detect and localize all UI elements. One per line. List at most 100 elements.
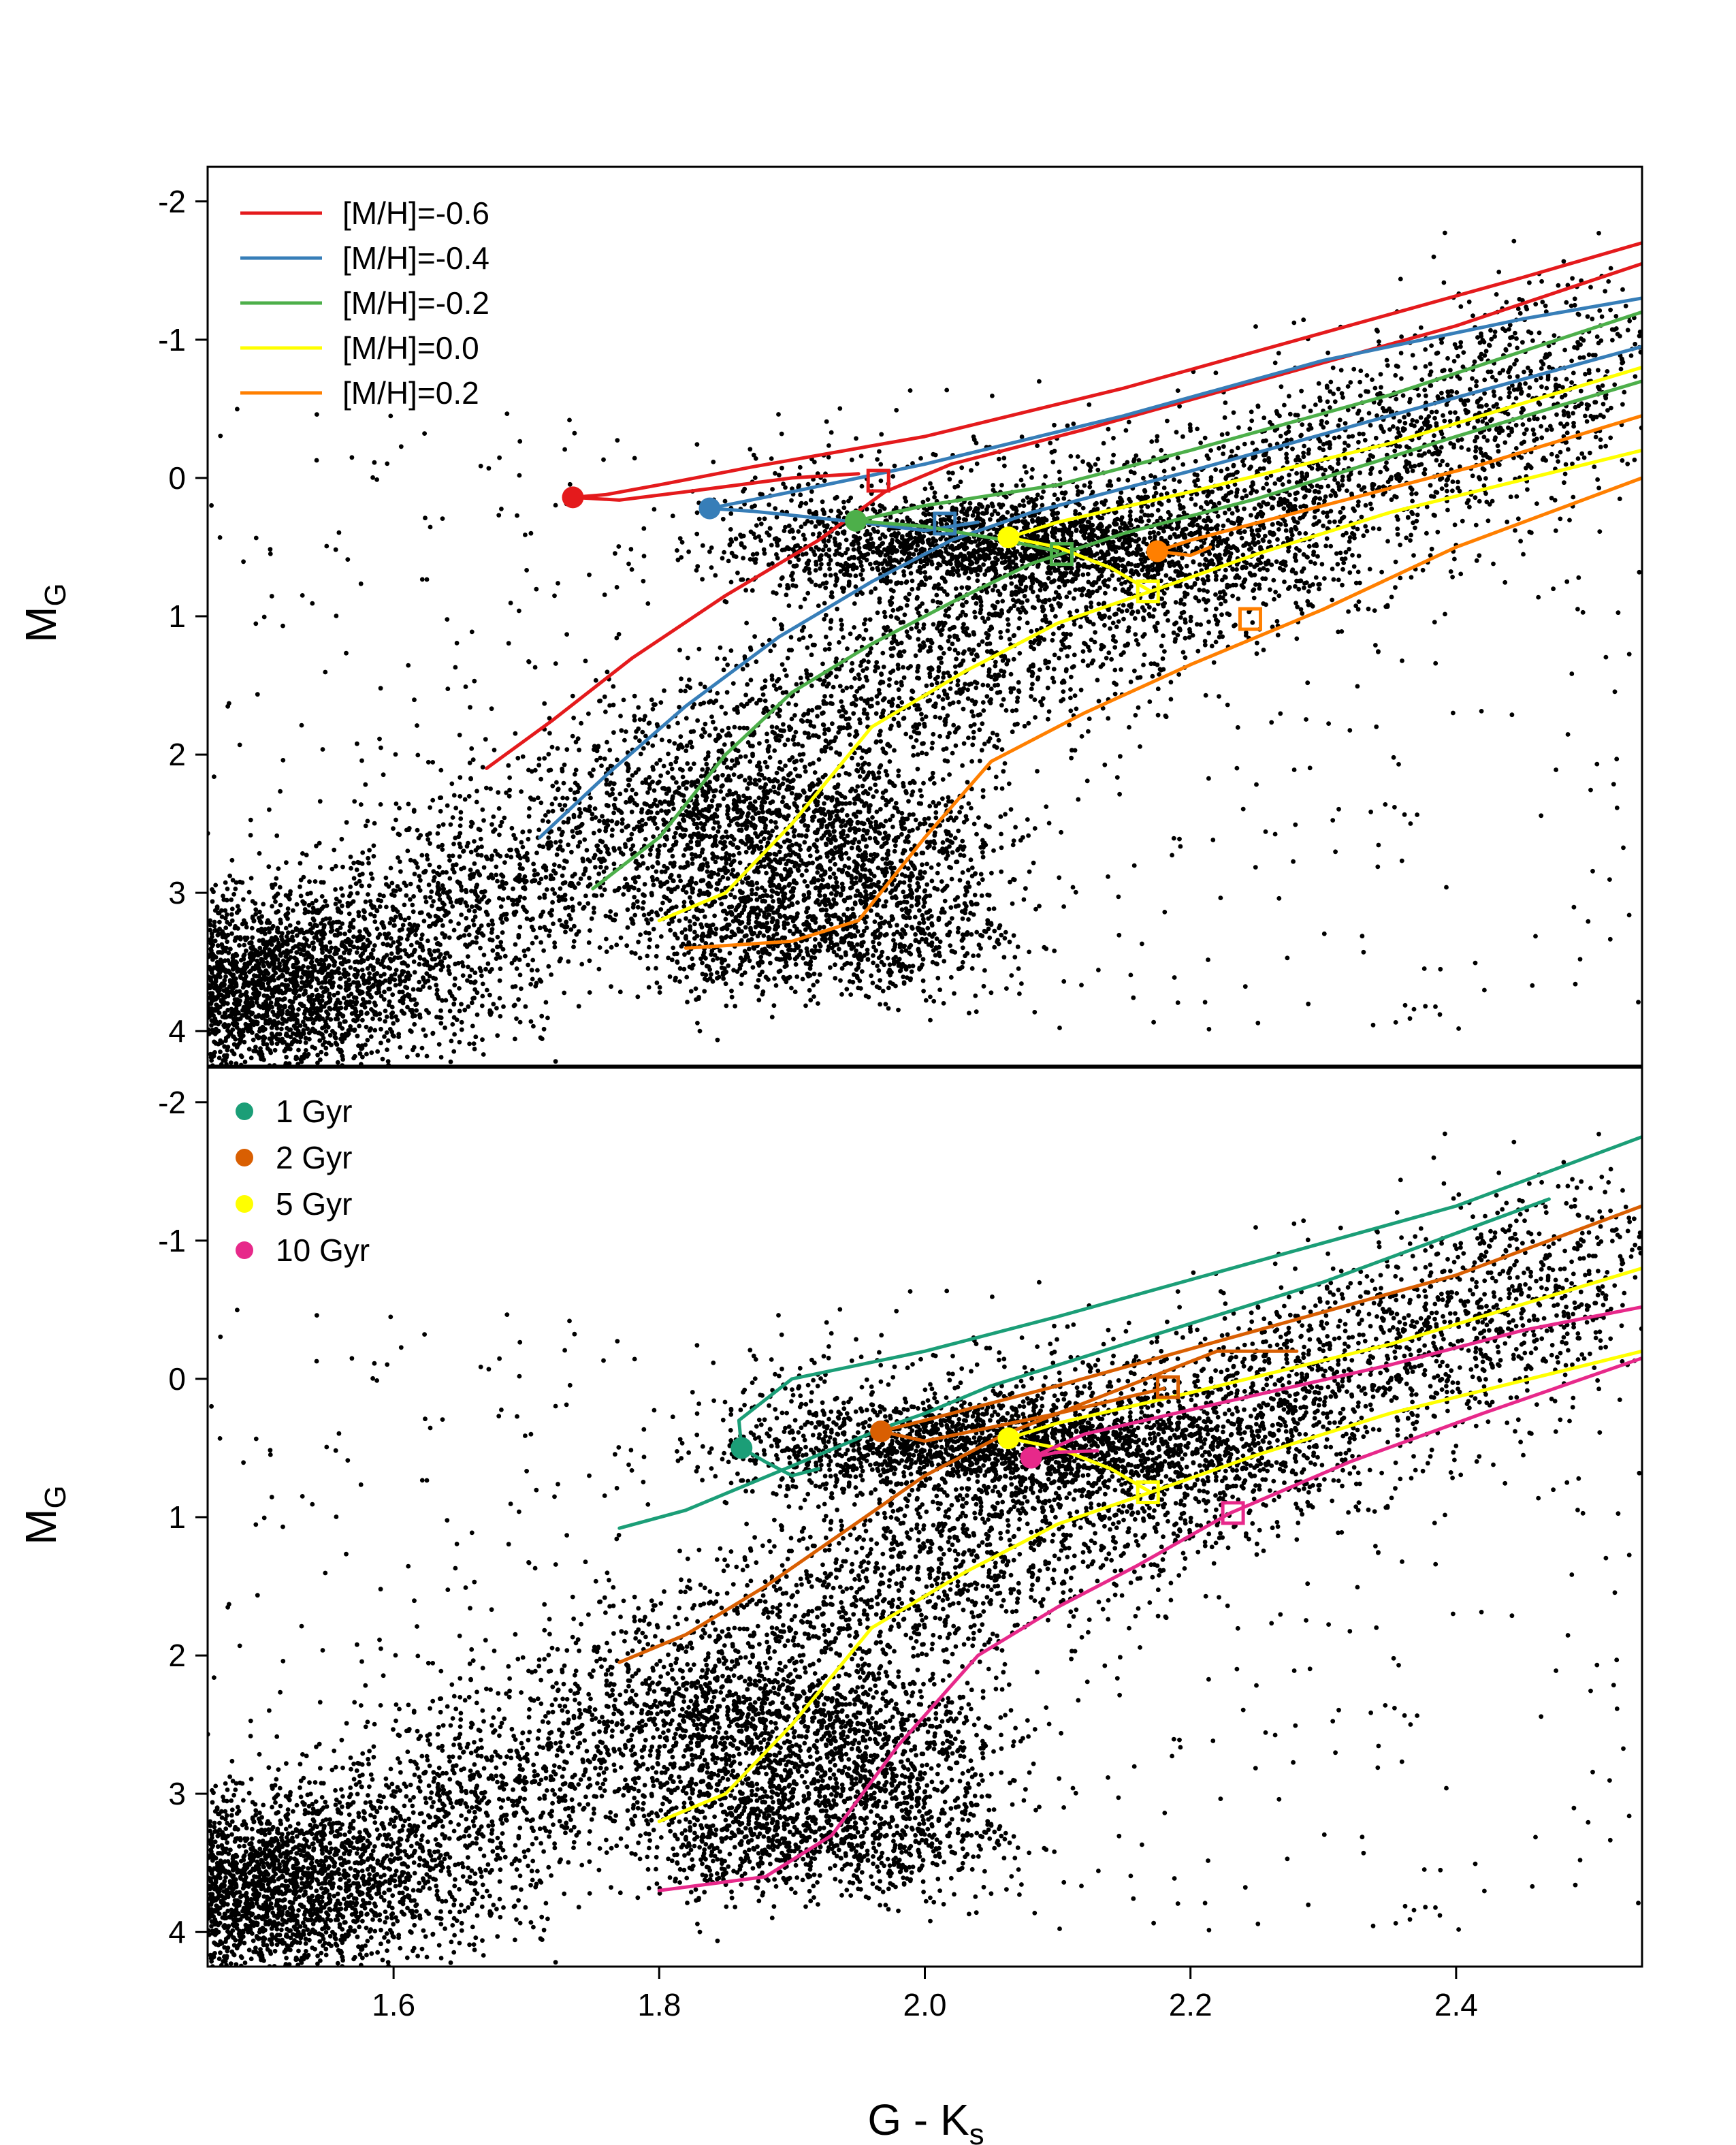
star-point bbox=[1033, 715, 1038, 720]
star-point bbox=[388, 865, 393, 871]
star-point bbox=[1142, 608, 1147, 613]
star-point bbox=[1513, 423, 1519, 428]
star-point bbox=[607, 703, 612, 708]
star-point bbox=[383, 875, 389, 880]
star-point bbox=[1628, 353, 1634, 358]
star-point bbox=[504, 790, 509, 795]
star-point bbox=[603, 825, 609, 831]
star-point bbox=[404, 937, 410, 942]
star-point bbox=[1272, 481, 1278, 486]
star-point bbox=[986, 667, 992, 672]
star-point bbox=[632, 693, 637, 699]
star-point bbox=[502, 815, 507, 821]
star-point bbox=[1458, 571, 1464, 577]
star-point bbox=[428, 923, 433, 929]
star-point bbox=[1596, 368, 1601, 372]
star-point bbox=[1244, 493, 1249, 498]
star-point bbox=[805, 718, 810, 724]
star-point bbox=[972, 609, 977, 615]
star-point bbox=[524, 916, 530, 921]
star-point bbox=[939, 627, 945, 632]
star-point bbox=[537, 895, 542, 900]
star-point bbox=[387, 921, 393, 925]
star-point bbox=[408, 942, 414, 948]
star-point bbox=[1287, 473, 1291, 477]
star-point bbox=[1180, 462, 1186, 467]
star-point bbox=[517, 865, 523, 871]
star-point bbox=[933, 704, 938, 710]
star-point bbox=[1586, 352, 1592, 358]
star-point bbox=[655, 780, 660, 786]
star-point bbox=[931, 731, 936, 737]
star-point bbox=[419, 932, 425, 938]
star-point bbox=[661, 763, 666, 769]
star-point bbox=[438, 1008, 443, 1013]
star-point bbox=[839, 699, 844, 704]
star-point bbox=[1598, 445, 1603, 449]
star-point bbox=[1450, 479, 1456, 484]
star-point bbox=[1116, 607, 1121, 612]
star-point bbox=[568, 917, 573, 921]
star-point bbox=[814, 733, 818, 738]
star-point bbox=[939, 646, 944, 651]
star-point bbox=[1270, 505, 1275, 509]
star-point bbox=[929, 665, 933, 670]
star-point bbox=[904, 603, 910, 608]
star-point bbox=[1091, 658, 1096, 663]
star-point bbox=[779, 626, 784, 632]
star-point bbox=[1379, 385, 1383, 390]
star-point bbox=[720, 728, 725, 733]
star-point bbox=[658, 700, 664, 705]
star-point bbox=[796, 742, 801, 747]
star-point bbox=[650, 743, 656, 748]
star-point bbox=[777, 765, 782, 771]
star-point bbox=[1377, 391, 1383, 396]
star-point bbox=[1422, 467, 1428, 472]
star-point bbox=[1541, 415, 1547, 420]
star-point bbox=[1336, 487, 1342, 492]
star-point bbox=[982, 742, 987, 746]
star-point bbox=[1321, 523, 1325, 528]
star-point bbox=[1625, 328, 1630, 333]
star-point bbox=[334, 896, 339, 902]
star-point bbox=[1064, 631, 1070, 637]
star-point bbox=[1425, 419, 1430, 424]
star-point bbox=[1493, 378, 1498, 383]
star-point bbox=[368, 871, 374, 876]
star-point bbox=[1463, 407, 1468, 413]
star-point bbox=[800, 744, 805, 748]
star-point bbox=[1405, 469, 1410, 474]
star-point bbox=[1086, 644, 1091, 650]
star-point bbox=[1473, 445, 1479, 450]
star-point bbox=[820, 661, 825, 667]
star-point bbox=[853, 703, 858, 708]
star-point bbox=[604, 949, 609, 954]
star-point bbox=[573, 772, 577, 777]
star-point bbox=[956, 699, 961, 705]
star-point bbox=[847, 725, 852, 730]
star-point bbox=[1336, 629, 1340, 635]
star-point bbox=[675, 825, 680, 831]
star-point bbox=[587, 875, 592, 880]
star-point bbox=[539, 776, 543, 782]
star-point bbox=[957, 663, 962, 668]
star-point bbox=[1592, 464, 1597, 469]
star-point bbox=[917, 707, 922, 712]
star-point bbox=[616, 808, 622, 813]
star-point bbox=[1594, 334, 1600, 339]
star-point bbox=[908, 664, 913, 669]
star-point bbox=[491, 814, 496, 819]
star-point bbox=[536, 880, 542, 886]
star-point bbox=[1429, 343, 1434, 348]
star-point bbox=[1402, 415, 1407, 419]
star-point bbox=[1632, 458, 1637, 462]
star-point bbox=[570, 874, 575, 879]
star-point bbox=[855, 769, 861, 774]
star-point bbox=[632, 718, 637, 722]
star-point bbox=[1492, 393, 1497, 398]
star-point bbox=[873, 740, 879, 745]
star-point bbox=[1603, 289, 1608, 293]
star-point bbox=[1198, 505, 1204, 510]
star-point bbox=[588, 882, 593, 887]
star-point bbox=[310, 905, 316, 910]
